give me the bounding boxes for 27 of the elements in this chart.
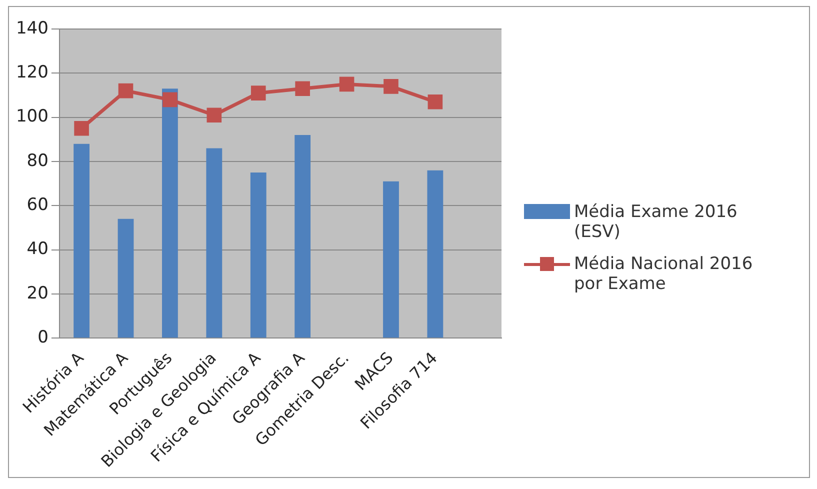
y-tick-label: 80 bbox=[26, 150, 48, 171]
point bbox=[162, 92, 178, 108]
point bbox=[295, 81, 310, 96]
y-tick-label: 140 bbox=[16, 18, 48, 38]
point bbox=[339, 76, 354, 92]
point bbox=[74, 120, 89, 136]
bar bbox=[162, 88, 178, 338]
bar bbox=[74, 144, 90, 338]
point bbox=[118, 83, 134, 98]
y-tick-label: 0 bbox=[38, 328, 48, 348]
legend-label: Média Nacional 2016 por Exame bbox=[574, 254, 754, 294]
point bbox=[250, 86, 266, 100]
y-tick-label: 100 bbox=[16, 106, 48, 127]
legend-label: Média Exame 2016 (ESV) bbox=[574, 202, 738, 242]
bar bbox=[206, 148, 222, 338]
bar bbox=[118, 218, 134, 338]
y-tick-label: 20 bbox=[26, 283, 48, 304]
point bbox=[428, 94, 443, 110]
point bbox=[206, 108, 222, 123]
bar bbox=[383, 181, 399, 338]
y-tick-label: 40 bbox=[26, 239, 48, 260]
bar bbox=[250, 172, 266, 338]
bar bbox=[427, 170, 444, 338]
y-tick-label: 120 bbox=[16, 62, 48, 83]
y-tick-label: 60 bbox=[26, 195, 48, 216]
point bbox=[384, 79, 398, 94]
bar bbox=[294, 134, 311, 338]
